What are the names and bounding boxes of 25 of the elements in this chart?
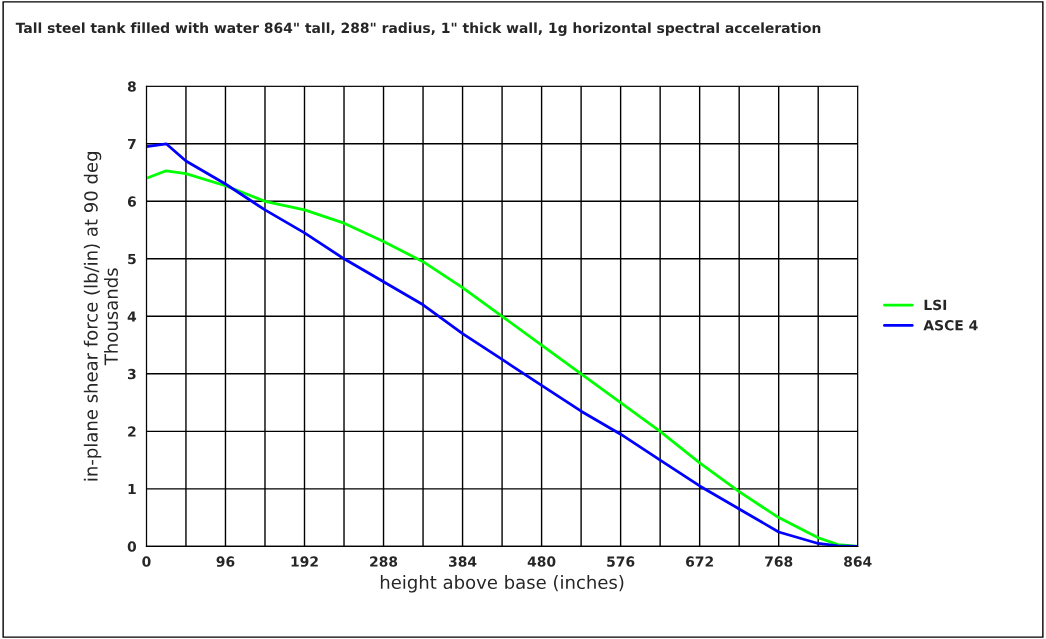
x-tick-label: 0 [142, 556, 151, 567]
x-tick-label: 864 [844, 556, 872, 567]
y-tick-label: 8 [127, 81, 136, 92]
x-tick-label: 192 [291, 556, 318, 567]
y-tick-label: 0 [127, 541, 137, 552]
y-tick-label: 4 [127, 311, 137, 322]
y-tick-label: 1 [128, 483, 136, 495]
y-tick-label: 7 [127, 138, 136, 150]
y-tick-label: 5 [128, 253, 136, 265]
x-tick-label: 288 [370, 556, 398, 567]
x-axis-title: height above base (inches) [380, 575, 624, 593]
x-tick-label: 768 [765, 556, 793, 567]
y-tick-label: 3 [127, 368, 136, 380]
chart-title: Tall steel tank filled with water 864" tall, 288" radius, 1" thick wall, 1g horizontal spectral acceleration [15, 22, 821, 36]
x-tick-label: 576 [607, 556, 635, 567]
x-tick-label: 480 [527, 556, 556, 567]
x-tick-label: 96 [216, 556, 235, 567]
legend-label: LSI [924, 299, 947, 311]
text: Thousands [104, 268, 118, 366]
y-axis-title: in-plane shear force (lb/in) at 90 deg [83, 152, 102, 481]
y-tick-label: 2 [128, 426, 136, 437]
x-tick-label: 384 [449, 556, 477, 567]
y-tick-label: 6 [127, 196, 136, 207]
x-tick-label: 672 [686, 556, 713, 567]
legend-label: ASCE 4 [923, 320, 978, 331]
